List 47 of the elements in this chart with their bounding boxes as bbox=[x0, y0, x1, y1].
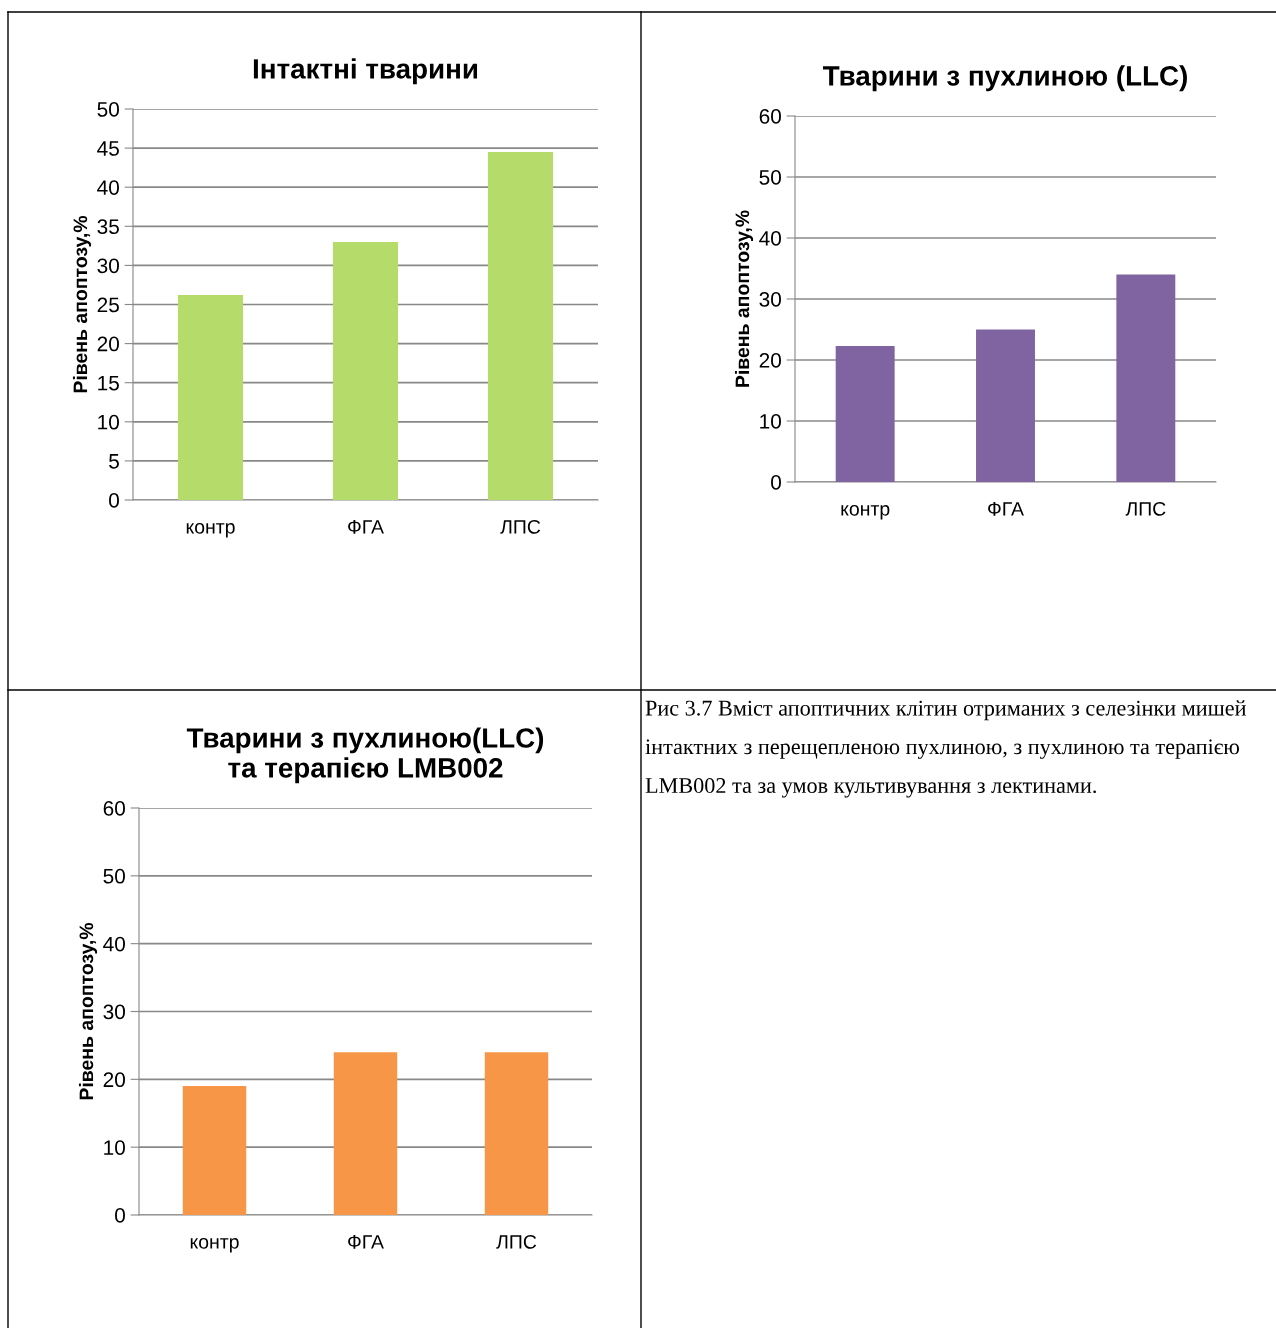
x-tick-label: ФГА bbox=[348, 520, 384, 534]
y-tick-label: 50 bbox=[759, 170, 781, 185]
y-axis-title: Рівень апоптозу,% bbox=[734, 210, 754, 387]
chart-title: Інтактні тварини bbox=[253, 58, 478, 85]
y-tick-label: 0 bbox=[771, 475, 781, 490]
bar bbox=[487, 152, 554, 500]
x-tick-label: ЛПС bbox=[500, 519, 541, 534]
y-tick-label: 40 bbox=[103, 936, 125, 952]
y-tick-label: 15 bbox=[98, 375, 119, 391]
y-tick-label: 0 bbox=[109, 493, 119, 508]
y-axis-title: Рівень апоптозу,% bbox=[78, 922, 98, 1100]
y-tick-label: 40 bbox=[97, 180, 119, 195]
x-tick-label: ФГА bbox=[348, 1235, 384, 1249]
y-tick-label: 50 bbox=[103, 868, 125, 884]
y-tick-label: 20 bbox=[97, 336, 119, 352]
y-tick-label: 5 bbox=[109, 454, 119, 469]
chart-title: Тварини з пухлиною(LLC) та терапією LMB002 bbox=[186, 727, 544, 784]
y-tick-label: 50 bbox=[97, 102, 119, 117]
y-tick-label: 10 bbox=[104, 1140, 125, 1155]
y-tick-label: 30 bbox=[97, 258, 119, 274]
y-tick-label: 60 bbox=[759, 109, 781, 124]
y-tick-label: 10 bbox=[98, 414, 119, 430]
y-tick-label: 20 bbox=[759, 353, 781, 368]
y-tick-label: 0 bbox=[115, 1208, 125, 1223]
x-tick-label: контр bbox=[190, 1238, 239, 1253]
y-tick-label: 20 bbox=[103, 1072, 125, 1088]
x-tick-label: ЛПС bbox=[496, 1234, 537, 1249]
x-tick-label: ФГА bbox=[988, 502, 1024, 516]
y-tick-label: 25 bbox=[97, 297, 119, 313]
bar bbox=[976, 329, 1035, 482]
y-tick-label: 60 bbox=[103, 801, 125, 816]
bar bbox=[332, 241, 399, 500]
y-axis-title: Рівень апоптозу,% bbox=[72, 215, 92, 393]
bar bbox=[177, 295, 244, 500]
bar bbox=[835, 345, 895, 482]
y-tick-label: 35 bbox=[97, 219, 119, 235]
y-tick-label: 45 bbox=[97, 141, 119, 156]
x-tick-label: контр bbox=[841, 505, 890, 520]
y-tick-label: 30 bbox=[759, 292, 781, 307]
y-tick-label: 40 bbox=[759, 231, 781, 246]
chart-title: Тварини з пухлиною (LLC) bbox=[823, 65, 1187, 92]
x-tick-label: контр bbox=[186, 523, 235, 538]
y-tick-label: 30 bbox=[103, 1004, 125, 1020]
text: Рис 3.7 Вміст апоптичних клітин отриманих з селезінки мишей інтактних з перещепленою пухлиною, з пухлиною та терапією LMB002 та за умов культивування з лектинами. bbox=[645, 700, 1246, 798]
y-tick-label: 10 bbox=[760, 414, 781, 429]
bar bbox=[1116, 274, 1176, 482]
x-tick-label: ЛПС bbox=[1125, 501, 1166, 516]
